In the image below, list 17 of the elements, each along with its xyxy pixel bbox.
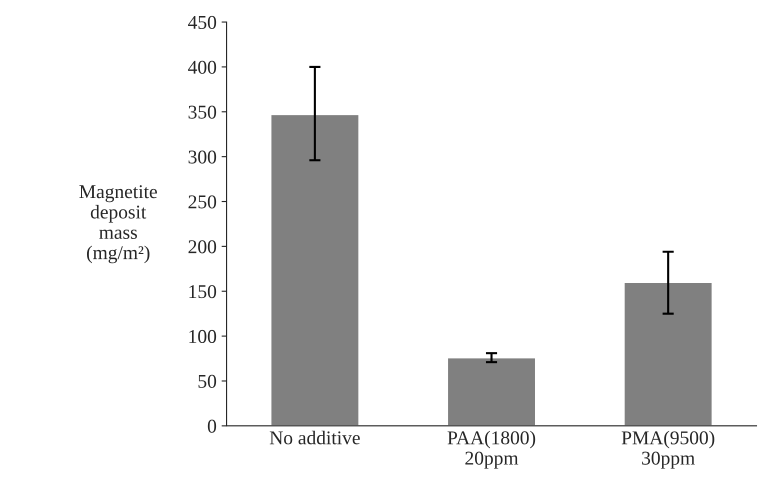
x-tick-label: No additive bbox=[270, 430, 360, 444]
bar bbox=[270, 114, 360, 426]
bar bbox=[446, 356, 536, 426]
y-axis-title: Magnetite deposit mass (mg/m²) bbox=[79, 185, 157, 264]
y-tick-label: 0 bbox=[208, 420, 216, 433]
y-tick-label: 350 bbox=[188, 106, 216, 119]
y-tick-label: 250 bbox=[188, 195, 216, 208]
y-tick-label: 450 bbox=[188, 16, 216, 29]
y-tick-label: 200 bbox=[188, 240, 216, 254]
bar bbox=[623, 282, 714, 426]
y-tick-label: 100 bbox=[189, 330, 216, 344]
y-tick-label: 300 bbox=[188, 150, 216, 164]
y-tick-label: 150 bbox=[189, 285, 216, 298]
y-tick-label: 400 bbox=[188, 60, 216, 74]
y-tick-label: 50 bbox=[198, 374, 216, 388]
x-tick-label: PAA(1800) 20ppm bbox=[448, 430, 536, 469]
x-tick-label: PMA(9500) 30ppm bbox=[622, 430, 714, 469]
